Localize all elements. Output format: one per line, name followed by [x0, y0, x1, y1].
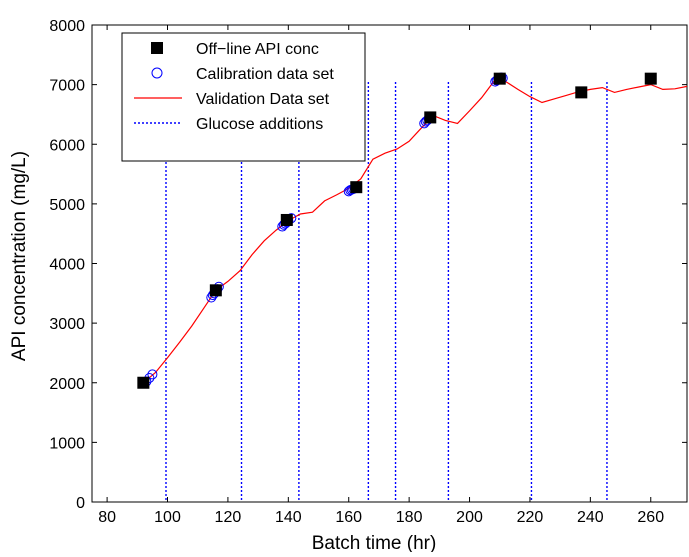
x-tick-label: 80 [98, 509, 116, 526]
x-tick-label: 140 [275, 509, 302, 526]
y-tick-label: 3000 [49, 316, 85, 333]
legend-label: Validation Data set [196, 91, 330, 108]
offline-point [645, 73, 657, 85]
y-tick-label: 4000 [49, 257, 85, 274]
offline-point [424, 111, 436, 123]
legend-square-icon [151, 42, 163, 54]
y-axis-label: API concentration (mg/L) [9, 151, 30, 361]
offline-point [210, 284, 222, 296]
y-tick-label: 2000 [49, 376, 85, 393]
offline-point [494, 73, 506, 85]
legend: Off−line API conc Calibration data set Val… [122, 33, 365, 161]
x-tick-label: 240 [577, 509, 604, 526]
x-axis-label: Batch time (hr) [312, 533, 437, 552]
offline-point [350, 181, 362, 193]
x-tick-label: 260 [637, 509, 664, 526]
offline-point [137, 377, 149, 389]
y-tick-label: 5000 [49, 197, 85, 214]
x-tick-label: 200 [456, 509, 483, 526]
legend-label: Glucose additions [196, 116, 323, 133]
legend-label: Calibration data set [196, 66, 334, 83]
legend-label: Off−line API conc [196, 41, 319, 58]
y-tick-label: 7000 [49, 78, 85, 95]
y-tick-label: 0 [76, 495, 85, 512]
y-tick-label: 1000 [49, 435, 85, 452]
y-tick-label: 8000 [49, 18, 85, 35]
x-tick-label: 100 [154, 509, 181, 526]
x-tick-label: 120 [215, 509, 242, 526]
y-tick-label: 6000 [49, 137, 85, 154]
offline-point [575, 86, 587, 98]
offline-point [281, 214, 293, 226]
x-tick-label: 160 [335, 509, 362, 526]
x-tick-label: 180 [396, 509, 423, 526]
x-tick-label: 220 [517, 509, 544, 526]
